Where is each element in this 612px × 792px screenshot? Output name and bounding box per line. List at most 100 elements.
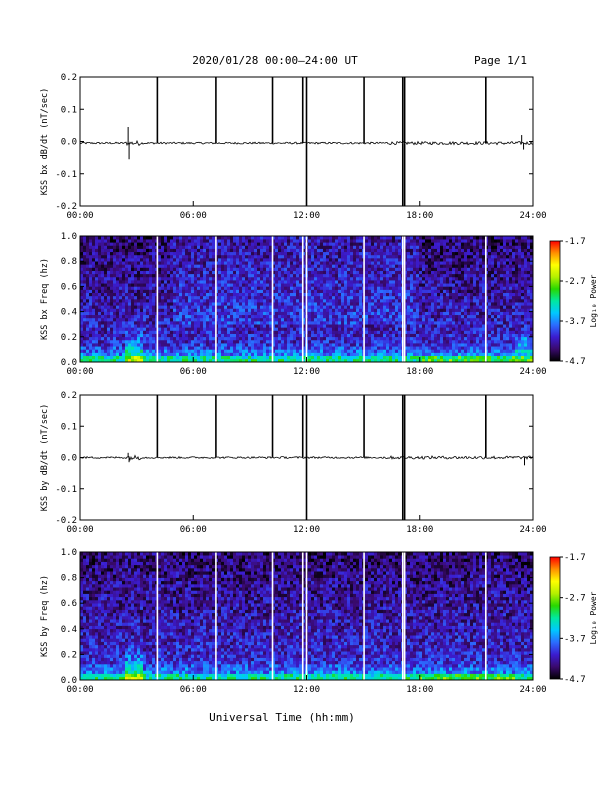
heatmap-cell: [299, 245, 303, 249]
heatmap-cell: [338, 358, 342, 363]
heatmap-cell: [332, 261, 336, 265]
heatmap-cell: [356, 327, 360, 331]
heatmap-cell: [185, 242, 189, 246]
heatmap-cell: [140, 321, 144, 325]
heatmap-cell: [368, 242, 372, 246]
heatmap-cell: [197, 336, 201, 341]
heatmap-cell: [278, 289, 282, 293]
heatmap-cell: [224, 251, 228, 256]
heatmap-cell: [317, 264, 321, 268]
heatmap-cell: [413, 302, 417, 306]
heatmap-cell: [137, 295, 141, 300]
heatmap-cell: [443, 339, 447, 344]
heatmap-cell: [293, 242, 297, 246]
heatmap-cell: [422, 317, 426, 322]
heatmap-cell: [218, 302, 222, 306]
heatmap-cell: [209, 358, 213, 363]
heatmap-cell: [341, 343, 345, 347]
heatmap-cell: [194, 251, 198, 256]
heatmap-cell: [167, 258, 171, 262]
heatmap-cell: [380, 333, 384, 338]
heatmap-cell: [209, 264, 213, 268]
heatmap-cell: [389, 292, 393, 297]
heatmap-cell: [119, 276, 123, 281]
heatmap-cell: [119, 261, 123, 265]
heatmap-cell: [113, 314, 117, 319]
heatmap-cell: [419, 289, 423, 293]
heatmap-cell: [176, 295, 180, 300]
heatmap-cell: [224, 352, 228, 356]
heatmap-cell: [182, 295, 186, 300]
heatmap-cell: [200, 333, 204, 338]
heatmap-cell: [443, 311, 447, 316]
heatmap-cell: [374, 299, 378, 303]
heatmap-cell: [377, 242, 381, 246]
heatmap-cell: [143, 245, 147, 249]
heatmap-cell: [302, 343, 306, 347]
heatmap-cell: [446, 264, 450, 268]
heatmap-cell: [377, 314, 381, 319]
heatmap-cell: [380, 248, 384, 253]
heatmap-cell: [92, 251, 96, 256]
heatmap-cell: [389, 286, 393, 290]
heatmap-cell: [254, 280, 258, 284]
heatmap-cell: [419, 254, 423, 259]
heatmap-cell: [197, 295, 201, 300]
heatmap-cell: [383, 248, 387, 253]
heatmap-cell: [377, 321, 381, 325]
heatmap-cell: [359, 355, 363, 360]
heatmap-cell: [209, 254, 213, 259]
heatmap-cell: [365, 317, 369, 322]
heatmap-cell: [296, 352, 300, 356]
heatmap-cell: [428, 267, 432, 271]
heatmap-cell: [374, 355, 378, 360]
heatmap-cell: [137, 349, 141, 353]
heatmap-cell: [290, 327, 294, 331]
heatmap-cell: [185, 333, 189, 338]
heatmap-cell: [113, 251, 117, 256]
heatmap-cell: [443, 343, 447, 347]
heatmap-cell: [176, 286, 180, 290]
heatmap-cell: [167, 311, 171, 316]
heatmap-cell: [266, 236, 270, 240]
heatmap-cell: [311, 283, 315, 287]
heatmap-cell: [176, 327, 180, 331]
heatmap-cell: [407, 261, 411, 265]
heatmap-cell: [380, 292, 384, 297]
heatmap-cell: [332, 333, 336, 338]
heatmap-cell: [248, 339, 252, 344]
heatmap-cell: [410, 352, 414, 356]
heatmap-cell: [242, 339, 246, 344]
heatmap-cell: [140, 251, 144, 256]
heatmap-cell: [407, 292, 411, 297]
heatmap-cell: [140, 254, 144, 259]
heatmap-cell: [212, 261, 216, 265]
heatmap-cell: [116, 251, 120, 256]
heatmap-cell: [395, 317, 399, 322]
heatmap-cell: [353, 308, 357, 312]
heatmap-cell: [437, 242, 441, 246]
heatmap-cell: [101, 283, 105, 287]
heatmap-cell: [98, 336, 102, 341]
heatmap-cell: [230, 251, 234, 256]
heatmap-cell: [164, 254, 168, 259]
heatmap-cell: [206, 308, 210, 312]
heatmap-cell: [95, 330, 99, 334]
heatmap-cell: [176, 311, 180, 316]
heatmap-cell: [410, 239, 414, 243]
heatmap-cell: [125, 254, 129, 259]
heatmap-cell: [239, 317, 243, 322]
heatmap-cell: [392, 336, 396, 341]
heatmap-cell: [95, 311, 99, 316]
heatmap-cell: [449, 308, 453, 312]
heatmap-cell: [356, 283, 360, 287]
heatmap-cell: [425, 321, 429, 325]
heatmap-cell: [203, 346, 207, 350]
heatmap-cell: [122, 358, 126, 363]
heatmap-cell: [86, 276, 90, 281]
heatmap-cell: [389, 283, 393, 287]
heatmap-cell: [254, 289, 258, 293]
heatmap-cell: [428, 236, 432, 240]
heatmap-cell: [143, 327, 147, 331]
heatmap-cell: [428, 239, 432, 243]
